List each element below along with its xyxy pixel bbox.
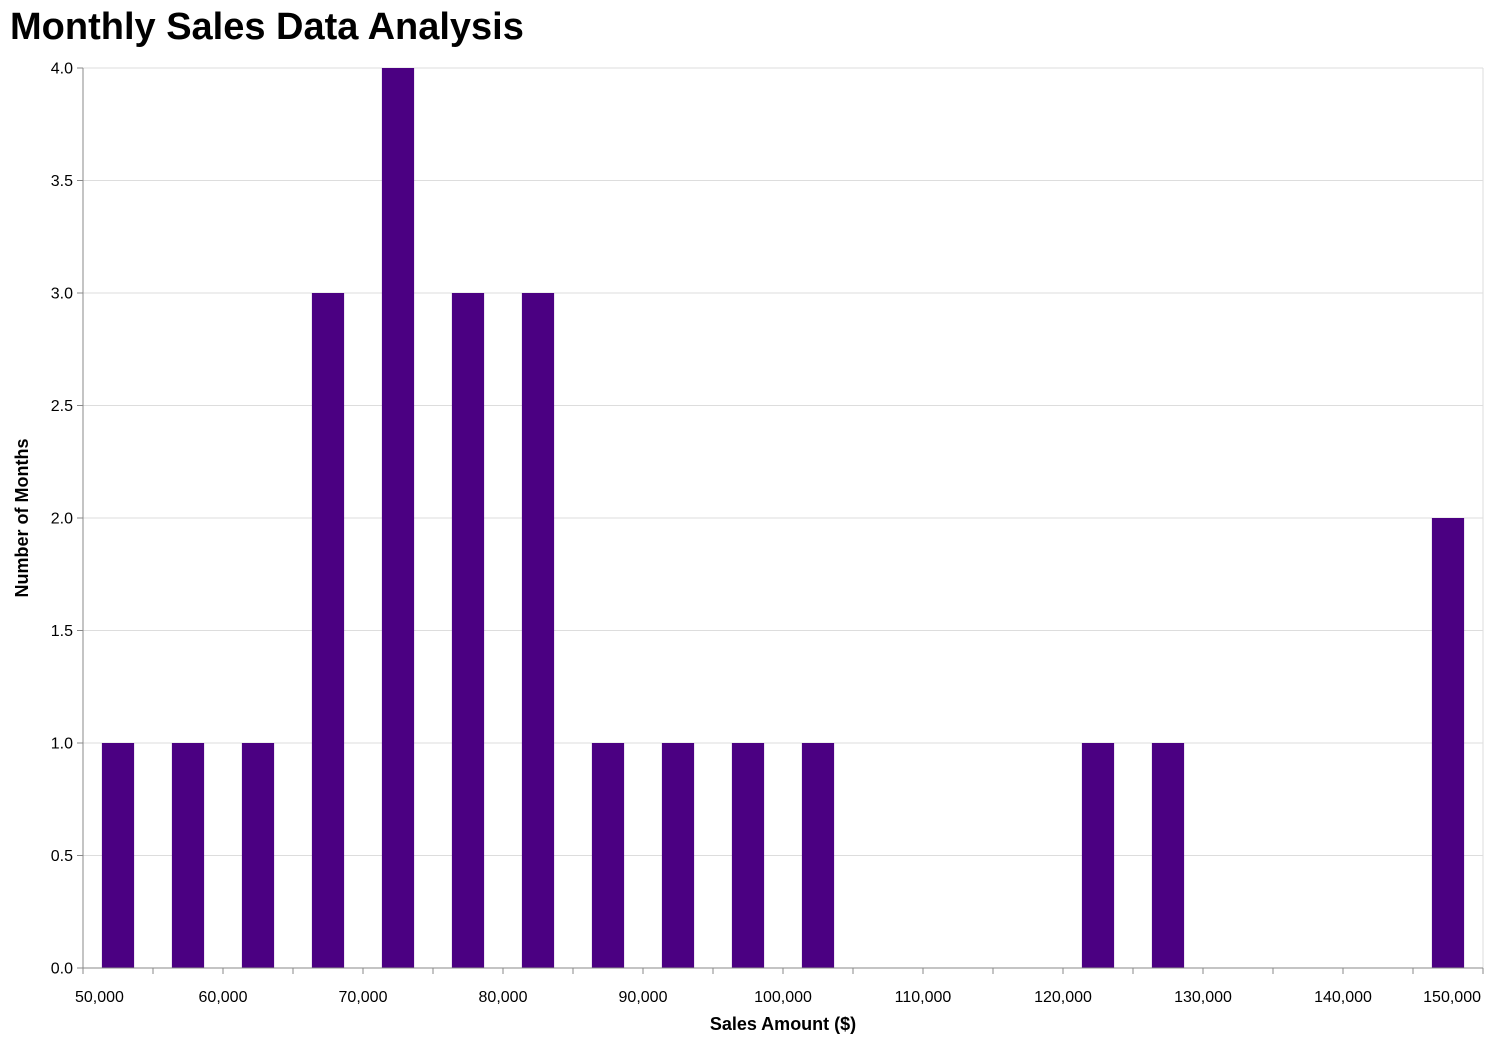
x-axis-ticks: 50,000 60,000 70,000 80,000 90,000 100,000 110…	[75, 968, 1484, 1006]
y-tick-label: 1.5	[51, 623, 73, 640]
y-tick-label: 0.0	[51, 961, 73, 978]
histogram-bars	[101, 68, 1465, 968]
histogram-bar	[101, 743, 135, 968]
histogram-bar	[171, 743, 205, 968]
histogram-bar	[591, 743, 625, 968]
y-axis-title: Number of Months	[12, 439, 32, 598]
x-tick-label: 60,000	[199, 989, 248, 1006]
x-tick-label: 90,000	[619, 989, 668, 1006]
y-tick-label: 3.5	[51, 173, 73, 190]
histogram-bar	[1431, 518, 1465, 968]
histogram-bar	[731, 743, 765, 968]
y-gridlines	[83, 67, 1484, 969]
y-axis-ticks: 0.0 0.5 1.0 1.5 2.0 2.5 3.0 3.5 4.0	[51, 61, 83, 978]
x-tick-label: 150,000	[1423, 989, 1481, 1006]
y-tick-label: 1.0	[51, 736, 73, 753]
x-tick-label: 50,000	[75, 989, 124, 1006]
y-tick-label: 4.0	[51, 61, 73, 78]
histogram-bar	[241, 743, 275, 968]
histogram-bar	[1081, 743, 1115, 968]
histogram-bar	[801, 743, 835, 968]
x-tick-label: 110,000	[895, 989, 952, 1006]
x-tick-label: 100,000	[754, 989, 812, 1006]
x-tick-label: 120,000	[1034, 989, 1092, 1006]
y-tick-label: 0.5	[51, 848, 73, 865]
histogram-bar	[451, 293, 485, 968]
histogram-bar	[381, 68, 415, 968]
x-tick-label: 140,000	[1314, 989, 1372, 1006]
x-tick-label: 80,000	[479, 989, 528, 1006]
x-tick-label: 130,000	[1174, 989, 1232, 1006]
y-tick-label: 2.0	[51, 511, 73, 528]
histogram-bar	[521, 293, 555, 968]
x-tick-label: 70,000	[339, 989, 388, 1006]
histogram-bar	[311, 293, 345, 968]
y-tick-label: 2.5	[51, 398, 73, 415]
x-axis-title: Sales Amount ($)	[710, 1014, 856, 1034]
histogram-bar	[661, 743, 695, 968]
chart-title: Monthly Sales Data Analysis	[10, 6, 524, 48]
histogram-bar	[1151, 743, 1185, 968]
y-tick-label: 3.0	[51, 286, 73, 303]
